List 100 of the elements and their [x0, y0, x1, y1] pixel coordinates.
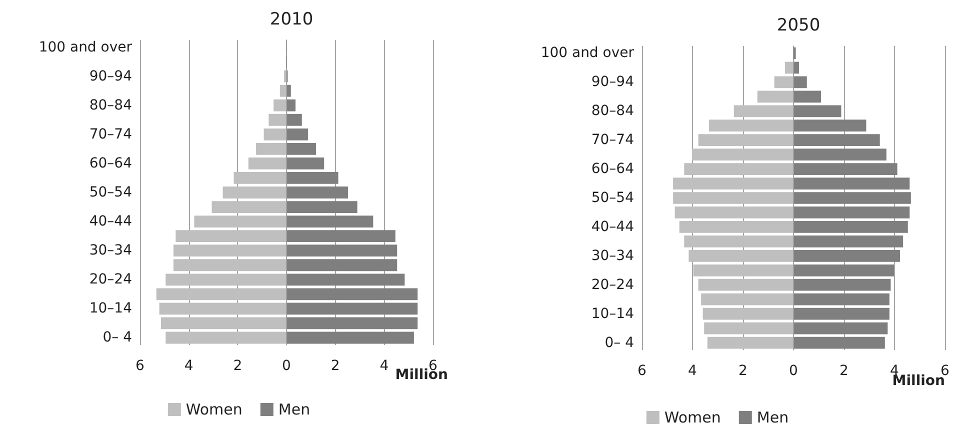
bar: [268, 114, 286, 126]
bar: [234, 172, 286, 184]
y-tick-label: 90–94: [591, 74, 634, 90]
legend-label: Women: [186, 400, 242, 418]
bar: [159, 302, 286, 315]
bar: [701, 293, 794, 306]
y-tick-label: 10–14: [89, 300, 132, 317]
bar: [674, 206, 794, 218]
bar: [794, 148, 886, 161]
y-tick-label: 30–34: [591, 248, 634, 264]
y-tick-label: 40–44: [591, 218, 634, 235]
bar: [794, 293, 890, 306]
bar: [286, 142, 316, 155]
bar: [684, 163, 794, 175]
bar: [684, 235, 794, 248]
bar: [794, 62, 800, 74]
chart-title: 2050: [776, 16, 820, 36]
y-tick-label: 90–94: [89, 68, 132, 84]
bar: [794, 134, 880, 146]
bar: [794, 76, 807, 88]
bar: [212, 201, 286, 213]
bar: [286, 288, 418, 300]
x-tick-label: 2: [840, 363, 848, 379]
bar: [794, 178, 910, 190]
bar: [274, 99, 286, 112]
bar: [286, 201, 358, 213]
bar: [794, 120, 866, 132]
x-tick-label: 0: [789, 363, 798, 379]
bar: [176, 230, 286, 242]
bar: [794, 264, 894, 276]
bar: [280, 84, 286, 97]
bar: [286, 317, 418, 330]
x-tick-label: 6: [136, 358, 145, 374]
bar: [173, 244, 286, 257]
x-tick-label: 4: [184, 358, 194, 374]
bar: [161, 317, 286, 330]
x-tick-label: 2: [330, 358, 340, 374]
x-tick-label: 2: [738, 363, 748, 379]
bar: [794, 278, 891, 291]
bar: [166, 332, 286, 344]
y-tick-label: 30–34: [89, 242, 132, 259]
bar: [286, 114, 302, 126]
bar: [707, 336, 794, 349]
x-tick-label: 6: [638, 363, 647, 379]
x-tick-label: 4: [688, 363, 698, 379]
legend-label: Men: [756, 408, 789, 426]
legend-label: Women: [664, 408, 721, 426]
y-tick-label: 70–74: [591, 132, 634, 148]
bar: [286, 158, 324, 170]
bar: [286, 172, 338, 184]
y-tick-label: 0– 4: [102, 330, 132, 346]
bar: [794, 90, 822, 103]
y-tick-label: 20–24: [89, 272, 132, 288]
bar: [794, 105, 842, 118]
y-tick-label: 80–84: [89, 97, 132, 114]
bar: [794, 206, 910, 218]
bar: [286, 332, 414, 344]
y-tick-label: 40–44: [89, 214, 132, 230]
bar: [688, 250, 794, 262]
bar: [693, 264, 794, 276]
bar: [286, 302, 418, 315]
bar: [698, 278, 794, 291]
legend-label: Men: [278, 400, 310, 418]
bar: [794, 308, 890, 320]
y-tick-label: 10–14: [591, 306, 634, 322]
y-tick-label: 100 and over: [540, 45, 634, 62]
bar: [248, 158, 286, 170]
bar: [673, 192, 794, 204]
bar: [692, 148, 794, 161]
bar: [256, 142, 286, 155]
bar: [673, 178, 794, 190]
bar: [222, 186, 286, 198]
bar: [734, 105, 794, 118]
x-tick-label: 2: [233, 358, 242, 374]
bar: [286, 274, 405, 286]
bar: [708, 120, 794, 132]
bar: [794, 336, 885, 349]
bar: [704, 322, 794, 334]
bar: [794, 163, 898, 175]
bar: [794, 250, 900, 262]
bar: [794, 235, 904, 248]
bar: [286, 186, 348, 198]
bar: [286, 99, 296, 112]
y-tick-label: 0– 4: [604, 334, 634, 351]
bar: [698, 134, 794, 146]
bar: [286, 216, 374, 228]
bar: [173, 259, 286, 272]
y-tick-label: 70–74: [89, 126, 132, 142]
y-tick-label: 60–64: [89, 155, 132, 172]
bar: [286, 84, 291, 97]
bar: [794, 322, 888, 334]
bar: [194, 216, 286, 228]
bar: [679, 221, 794, 233]
y-tick-label: 20–24: [591, 276, 634, 293]
y-tick-label: 60–64: [591, 161, 634, 178]
bar: [784, 62, 794, 74]
bar: [286, 244, 398, 257]
x-tick-label: 0: [282, 358, 291, 374]
bar: [286, 128, 308, 140]
x-tick-label: 4: [380, 358, 389, 374]
